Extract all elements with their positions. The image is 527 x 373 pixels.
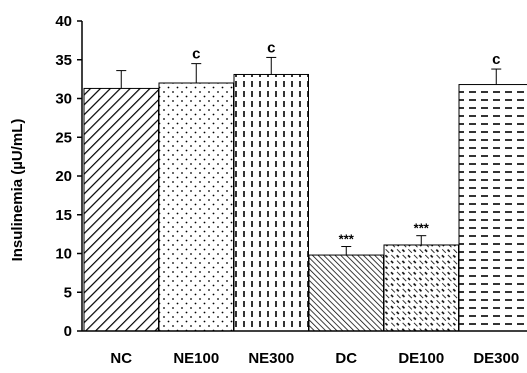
x-tick-label: NE300 [248, 350, 294, 367]
significance-label: c [192, 46, 200, 63]
bar-ne300 [233, 73, 309, 332]
x-tick-label: NC [110, 350, 132, 367]
y-tick-label: 0 [64, 323, 72, 340]
x-tick-label: DC [335, 350, 357, 367]
y-tick-label: 25 [55, 129, 72, 146]
x-tick-label: NE100 [173, 350, 219, 367]
bar-de100 [383, 244, 459, 332]
y-axis-title: Insulinemia (µU/mL) [9, 119, 26, 262]
significance-label: *** [414, 221, 430, 236]
bar-de300 [458, 84, 527, 332]
significance-label: c [267, 39, 275, 56]
bar-ne100 [158, 82, 234, 332]
y-tick-label: 40 [55, 13, 72, 30]
y-tick-label: 5 [64, 284, 72, 301]
y-tick-label: 35 [55, 52, 72, 69]
x-tick-label: DE100 [398, 350, 444, 367]
plot-area: 0 5 10 15 20 25 30 35 40 NC c NE100 c NE300 *** DC *** DE… [55, 13, 527, 367]
y-tick-label: 30 [55, 91, 72, 108]
significance-label: *** [339, 232, 355, 247]
x-tick-label: DE300 [473, 350, 519, 367]
y-tick-label: 15 [55, 207, 72, 224]
y-tick-label: 20 [55, 168, 72, 185]
significance-label: c [492, 51, 500, 68]
bar-dc [308, 254, 384, 332]
bar-nc [83, 87, 159, 332]
y-tick-label: 10 [55, 246, 72, 263]
